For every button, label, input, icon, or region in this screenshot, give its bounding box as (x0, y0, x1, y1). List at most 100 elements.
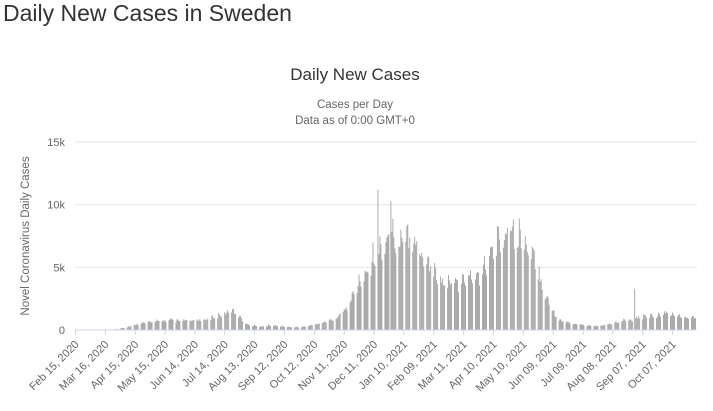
daily-case-bar (680, 317, 681, 330)
daily-case-bar (596, 325, 598, 330)
daily-case-bar (297, 327, 299, 330)
daily-case-bar (440, 276, 442, 330)
daily-case-bar (186, 320, 188, 330)
daily-case-bar (296, 326, 298, 330)
y-axis-ticks: 0 5k 10k 15k (47, 137, 65, 337)
daily-case-bar (484, 255, 485, 330)
daily-case-bar (618, 322, 620, 330)
daily-case-bar (227, 310, 229, 330)
daily-case-bar (225, 314, 227, 330)
daily-case-bar (573, 323, 575, 330)
daily-case-bar (632, 321, 634, 330)
daily-case-bar (657, 316, 659, 330)
daily-case-bar (164, 319, 166, 330)
daily-case-bar (486, 275, 487, 330)
daily-case-bar (693, 315, 694, 330)
daily-case-bar (316, 324, 318, 330)
daily-case-bar (150, 322, 152, 330)
daily-case-bar (254, 324, 255, 330)
chart-title: Daily New Cases (290, 65, 419, 84)
daily-case-bar (561, 322, 563, 330)
daily-case-bar (429, 271, 431, 330)
daily-case-bar (597, 326, 599, 330)
daily-case-bar (213, 318, 215, 330)
daily-case-bar (358, 274, 360, 330)
daily-case-bar (136, 323, 138, 330)
daily-case-bar (607, 324, 609, 330)
daily-case-bar (665, 313, 666, 330)
daily-case-bar (224, 312, 226, 330)
daily-case-bar (388, 234, 390, 330)
daily-case-bar (353, 294, 355, 330)
daily-case-bar (687, 317, 688, 330)
daily-case-bar (171, 319, 173, 330)
daily-case-bar (302, 326, 304, 330)
daily-case-bar (372, 242, 374, 330)
daily-case-bar (685, 316, 686, 330)
daily-case-bar (530, 259, 532, 330)
daily-case-bar (625, 321, 627, 330)
daily-case-bar (266, 326, 267, 330)
daily-case-bar (337, 316, 339, 330)
daily-case-bar (469, 275, 470, 330)
daily-case-bar (634, 288, 636, 330)
daily-case-bar (247, 323, 248, 330)
daily-case-bar (617, 322, 619, 330)
daily-case-bar (214, 318, 216, 330)
daily-case-bar (228, 312, 230, 330)
daily-case-bar (242, 321, 244, 330)
daily-case-bar (193, 319, 195, 330)
daily-case-bar (548, 304, 550, 330)
daily-case-bar (162, 320, 164, 330)
daily-case-bar (190, 320, 192, 330)
daily-case-bar (218, 312, 220, 330)
daily-case-bar (660, 316, 661, 330)
daily-case-bar (586, 326, 588, 330)
daily-case-bar (373, 263, 375, 330)
daily-case-bar (246, 323, 247, 330)
daily-case-bar (496, 226, 498, 330)
daily-case-bar (281, 326, 282, 330)
daily-case-bar (219, 314, 221, 330)
daily-case-bar (200, 321, 202, 330)
daily-case-bar (427, 257, 429, 330)
daily-case-bar (129, 326, 131, 330)
daily-case-bar (199, 318, 201, 330)
daily-case-bar (642, 319, 644, 330)
daily-case-bar (310, 325, 312, 330)
daily-case-bar (621, 321, 623, 330)
daily-case-bar (652, 316, 654, 330)
daily-case-bar (576, 324, 578, 330)
daily-case-bar (430, 266, 432, 330)
daily-case-bar (177, 319, 179, 330)
daily-case-bar (128, 326, 130, 330)
daily-case-bar (280, 326, 281, 330)
daily-case-bar (526, 251, 528, 330)
daily-case-bar (154, 321, 156, 330)
daily-case-bar (151, 322, 153, 330)
y-axis-label: Novel Coronavirus Daily Cases (20, 156, 32, 315)
daily-case-bar (495, 255, 497, 330)
daily-case-bar (260, 326, 261, 330)
daily-case-bar (276, 325, 277, 330)
daily-case-bar (282, 325, 283, 330)
daily-case-bar (155, 321, 157, 330)
daily-case-bar (600, 325, 602, 330)
daily-case-bar (616, 322, 618, 330)
daily-case-bar (386, 237, 388, 330)
daily-case-bar (512, 219, 514, 330)
daily-case-bar (350, 300, 352, 330)
daily-case-bar (630, 319, 632, 330)
daily-case-bar (304, 326, 306, 330)
daily-case-bar (289, 327, 291, 330)
daily-case-bar (421, 252, 423, 330)
daily-case-bar (360, 286, 362, 330)
daily-case-bar (269, 325, 270, 330)
daily-case-bar (590, 325, 592, 330)
daily-case-bar (463, 274, 464, 330)
daily-case-bar (554, 316, 556, 330)
daily-case-bar (371, 261, 373, 330)
daily-case-bar (663, 314, 664, 330)
daily-case-bar (314, 324, 316, 330)
daily-case-bar (544, 299, 546, 330)
